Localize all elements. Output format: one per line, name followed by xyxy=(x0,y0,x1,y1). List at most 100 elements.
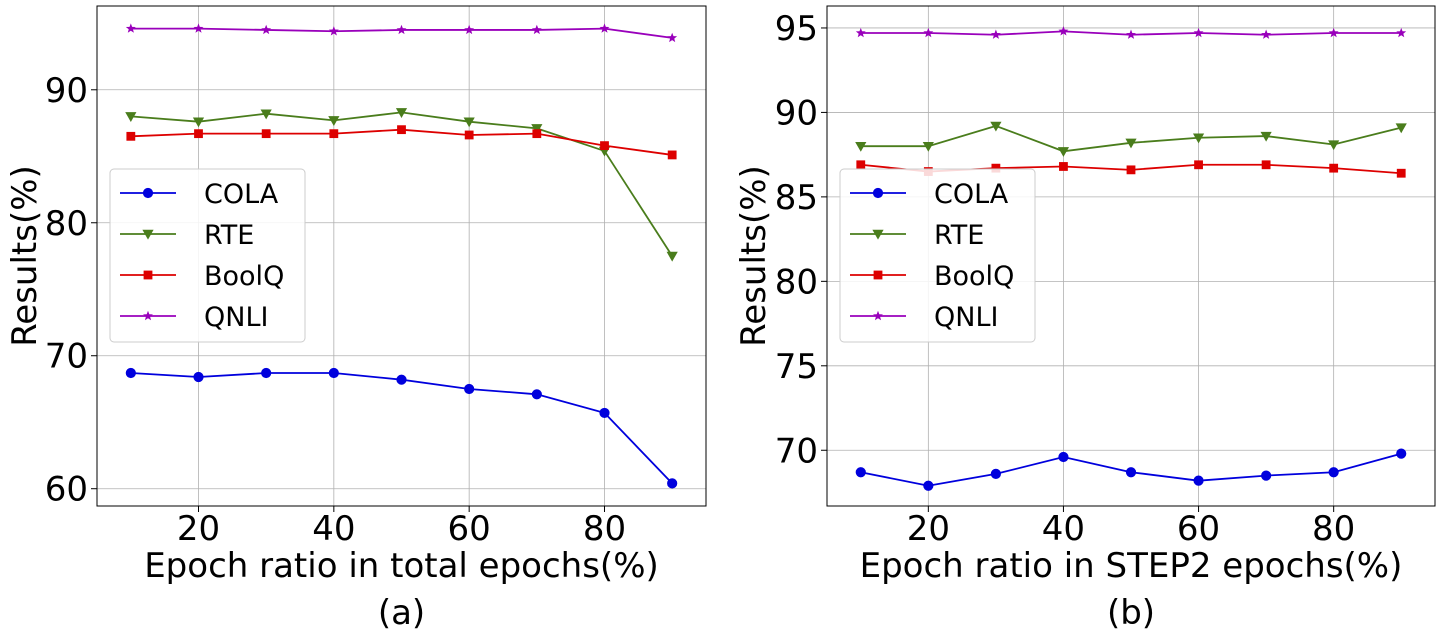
data-point-boolq xyxy=(856,160,866,170)
data-point-qnli xyxy=(923,27,934,38)
legend-marker-rte xyxy=(872,229,884,240)
legend-label-rte: RTE xyxy=(204,220,254,251)
data-point-cola xyxy=(1125,467,1137,478)
data-point-boolq xyxy=(464,130,474,140)
data-point-boolq xyxy=(126,131,136,141)
legend-marker-boolq xyxy=(873,270,883,280)
data-point-cola xyxy=(923,480,934,491)
data-point-rte xyxy=(1057,147,1070,157)
data-point-cola xyxy=(464,383,475,395)
legend-marker-boolq xyxy=(143,270,153,280)
y-tick-label: 90 xyxy=(45,71,88,111)
series-rte xyxy=(125,108,678,262)
data-point-qnli xyxy=(667,32,678,43)
data-point-rte xyxy=(531,124,543,134)
series-cola xyxy=(125,367,678,489)
legend-marker-qnli xyxy=(143,310,153,321)
data-point-boolq xyxy=(329,129,339,139)
data-point-boolq xyxy=(1194,160,1203,170)
y-tick-label: 85 xyxy=(775,178,818,218)
legend-label-boolq: BoolQ xyxy=(934,261,1014,292)
data-point-qnli xyxy=(1396,27,1407,38)
series-cola xyxy=(855,448,1407,491)
legend-label-qnli: QNLI xyxy=(204,302,268,333)
data-point-rte xyxy=(192,117,205,128)
data-point-qnli xyxy=(531,24,542,35)
x-tick-label: 80 xyxy=(583,509,626,549)
data-point-cola xyxy=(855,467,866,478)
y-tick-label: 70 xyxy=(45,337,88,377)
data-point-qnli xyxy=(396,24,407,35)
data-point-cola xyxy=(599,407,610,419)
x-axis-label: Epoch ratio in STEP2 epochs(%) xyxy=(860,546,1403,586)
data-point-qnli xyxy=(1058,26,1069,36)
data-point-rte xyxy=(463,117,475,128)
data-point-boolq xyxy=(991,163,1001,173)
data-point-qnli xyxy=(1261,29,1272,39)
data-point-rte xyxy=(1260,131,1272,142)
panel-b: 20 40 60 80 70 75 80 85 90 95 Epoch ratio in STEP2… xyxy=(734,5,1436,633)
data-point-boolq xyxy=(194,129,203,139)
x-tick-label: 40 xyxy=(1042,509,1085,549)
series-rte xyxy=(855,121,1407,157)
panel-label: (b) xyxy=(1107,593,1155,633)
axes-frame xyxy=(826,5,1436,507)
data-point-boolq xyxy=(1059,162,1068,171)
series-line-cola xyxy=(130,372,673,485)
legend-box xyxy=(109,168,306,343)
data-point-qnli xyxy=(990,29,1001,39)
legend-marker-qnli xyxy=(873,310,883,321)
data-point-qnli xyxy=(1126,29,1136,39)
data-point-rte xyxy=(1192,133,1205,144)
legend-label-rte: RTE xyxy=(934,220,984,251)
legend-label-qnli: QNLI xyxy=(934,302,998,333)
y-axis-label: Results(%) xyxy=(5,165,45,347)
panel-a: 20 40 60 80 60 70 80 90 Epoch ratio in total epo… xyxy=(5,5,707,633)
data-point-qnli xyxy=(464,24,475,35)
legend: COLA RTE BoolQ QNLI xyxy=(839,168,1036,343)
y-tick-label: 95 xyxy=(775,9,818,49)
data-point-cola xyxy=(667,478,678,489)
data-point-qnli xyxy=(125,23,136,33)
y-tick-label: 70 xyxy=(775,431,818,471)
data-point-rte xyxy=(328,116,340,126)
data-point-boolq xyxy=(397,125,406,135)
x-axis-label: Epoch ratio in total epochs(%) xyxy=(144,546,659,586)
data-point-cola xyxy=(1396,448,1407,459)
data-point-boolq xyxy=(532,129,542,139)
data-point-cola xyxy=(1328,467,1339,478)
legend-label-boolq: BoolQ xyxy=(204,261,284,292)
data-point-boolq xyxy=(1396,168,1406,178)
data-point-boolq xyxy=(600,141,609,151)
data-point-rte xyxy=(260,109,272,120)
data-point-rte xyxy=(990,121,1002,132)
data-point-qnli xyxy=(855,27,866,38)
x-tick-label: 80 xyxy=(1312,509,1355,549)
data-point-cola xyxy=(1193,475,1204,486)
data-point-cola xyxy=(1261,470,1272,481)
data-point-cola xyxy=(396,374,407,385)
legend-label-cola: COLA xyxy=(204,179,279,210)
data-point-cola xyxy=(193,371,204,383)
legend: COLA RTE BoolQ QNLI xyxy=(109,168,306,343)
y-axis-label: Results(%) xyxy=(734,165,774,347)
data-point-qnli xyxy=(261,24,272,35)
data-point-rte xyxy=(855,142,867,152)
data-point-rte xyxy=(1395,123,1407,134)
data-point-boolq xyxy=(261,129,271,139)
data-point-rte xyxy=(922,142,934,152)
legend-marker-rte xyxy=(142,229,154,240)
data-point-qnli xyxy=(328,26,339,36)
legend-marker-cola xyxy=(142,187,154,199)
panel-label: (a) xyxy=(378,593,425,633)
series-qnli xyxy=(855,26,1407,39)
data-point-rte xyxy=(1328,140,1340,151)
data-point-boolq xyxy=(1126,165,1136,175)
x-tick-label: 60 xyxy=(448,509,491,549)
data-point-cola xyxy=(328,367,339,379)
legend-label-cola: COLA xyxy=(934,179,1009,210)
legend-box xyxy=(839,168,1036,343)
data-point-rte xyxy=(125,112,137,122)
data-point-boolq xyxy=(667,150,677,160)
